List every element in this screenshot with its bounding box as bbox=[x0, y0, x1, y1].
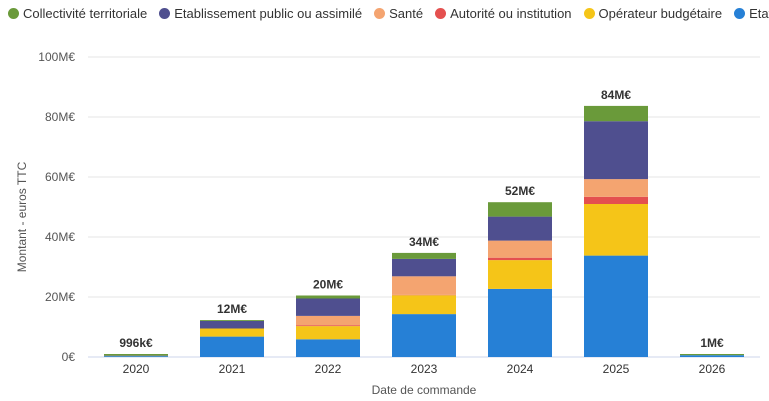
legend-item[interactable]: Santé bbox=[374, 6, 423, 21]
y-tick-label: 100M€ bbox=[38, 50, 75, 64]
bar-segment bbox=[200, 321, 264, 329]
y-tick-label: 40M€ bbox=[45, 230, 75, 244]
bar-segment bbox=[392, 258, 456, 277]
y-tick-label: 60M€ bbox=[45, 170, 75, 184]
total-data-label: 84M€ bbox=[601, 88, 631, 102]
bar-segment bbox=[104, 356, 168, 357]
x-tick-label: 2023 bbox=[411, 362, 438, 376]
y-tick-label: 0€ bbox=[62, 350, 76, 364]
x-tick-label: 2021 bbox=[219, 362, 246, 376]
total-data-label: 1M€ bbox=[700, 336, 724, 350]
bar-segment bbox=[392, 295, 456, 315]
bar-segment bbox=[584, 179, 648, 197]
legend-item[interactable]: Etat bbox=[734, 6, 769, 21]
x-tick-label: 2026 bbox=[699, 362, 726, 376]
legend-marker-icon bbox=[8, 8, 19, 19]
x-tick-label: 2024 bbox=[507, 362, 534, 376]
bar-segment bbox=[584, 105, 648, 122]
y-axis-title: Montant - euros TTC bbox=[15, 161, 29, 272]
bar-segment bbox=[584, 255, 648, 357]
total-data-label: 34M€ bbox=[409, 235, 439, 249]
bar-segment bbox=[680, 354, 744, 356]
x-tick-label: 2022 bbox=[315, 362, 342, 376]
bar-segment bbox=[392, 276, 456, 295]
total-data-label: 996k€ bbox=[119, 336, 153, 350]
legend-item[interactable]: Collectivité territoriale bbox=[8, 6, 147, 21]
bar-segment bbox=[392, 314, 456, 357]
bar-segment bbox=[200, 336, 264, 357]
legend-label: Etat bbox=[749, 6, 769, 21]
legend-item[interactable]: Etablissement public ou assimilé bbox=[159, 6, 362, 21]
bar-segment bbox=[488, 288, 552, 357]
legend-marker-icon bbox=[583, 8, 595, 19]
legend-label: Etablissement public ou assimilé bbox=[174, 6, 363, 21]
total-data-label: 20M€ bbox=[313, 278, 343, 292]
x-axis-title: Date de commande bbox=[372, 383, 477, 397]
x-tick-label: 2025 bbox=[603, 362, 630, 376]
legend-marker-icon bbox=[159, 8, 171, 19]
legend-label: Santé bbox=[389, 6, 424, 21]
bar-segment bbox=[200, 328, 264, 337]
bar-segment bbox=[296, 326, 360, 340]
legend-item[interactable]: Autorité ou institution bbox=[435, 6, 572, 21]
bar-segment bbox=[584, 196, 648, 204]
bar-segment bbox=[200, 320, 264, 321]
bar-segment bbox=[392, 252, 456, 259]
legend-marker-icon bbox=[435, 8, 447, 19]
bar-segment bbox=[296, 315, 360, 326]
legend: Collectivité territoriale Etablissement p… bbox=[8, 6, 769, 21]
bar-segment bbox=[296, 298, 360, 316]
y-tick-label: 20M€ bbox=[45, 290, 75, 304]
bar-segment bbox=[488, 260, 552, 289]
total-data-label: 52M€ bbox=[505, 184, 535, 198]
y-tick-label: 80M€ bbox=[45, 110, 75, 124]
total-data-label: 12M€ bbox=[217, 302, 247, 316]
bar-segment bbox=[488, 257, 552, 261]
legend-marker-icon bbox=[374, 8, 386, 19]
bar-segment bbox=[488, 216, 552, 241]
legend-label: Collectivité territoriale bbox=[23, 6, 148, 21]
x-tick-label: 2020 bbox=[123, 362, 150, 376]
legend-label: Opérateur budgétaire bbox=[598, 6, 723, 21]
bar-segment bbox=[488, 240, 552, 258]
bar-segment bbox=[584, 121, 648, 180]
bar-segment bbox=[296, 295, 360, 299]
bar-segment bbox=[296, 325, 360, 327]
legend-label: Autorité ou institution bbox=[450, 6, 572, 21]
bar-segment bbox=[488, 202, 552, 217]
bar-segment bbox=[584, 204, 648, 256]
bar-segment bbox=[296, 339, 360, 357]
bar-segment bbox=[680, 355, 744, 357]
legend-marker-icon bbox=[734, 8, 746, 19]
bar-segment bbox=[104, 354, 168, 356]
legend-item[interactable]: Opérateur budgétaire bbox=[583, 6, 723, 21]
